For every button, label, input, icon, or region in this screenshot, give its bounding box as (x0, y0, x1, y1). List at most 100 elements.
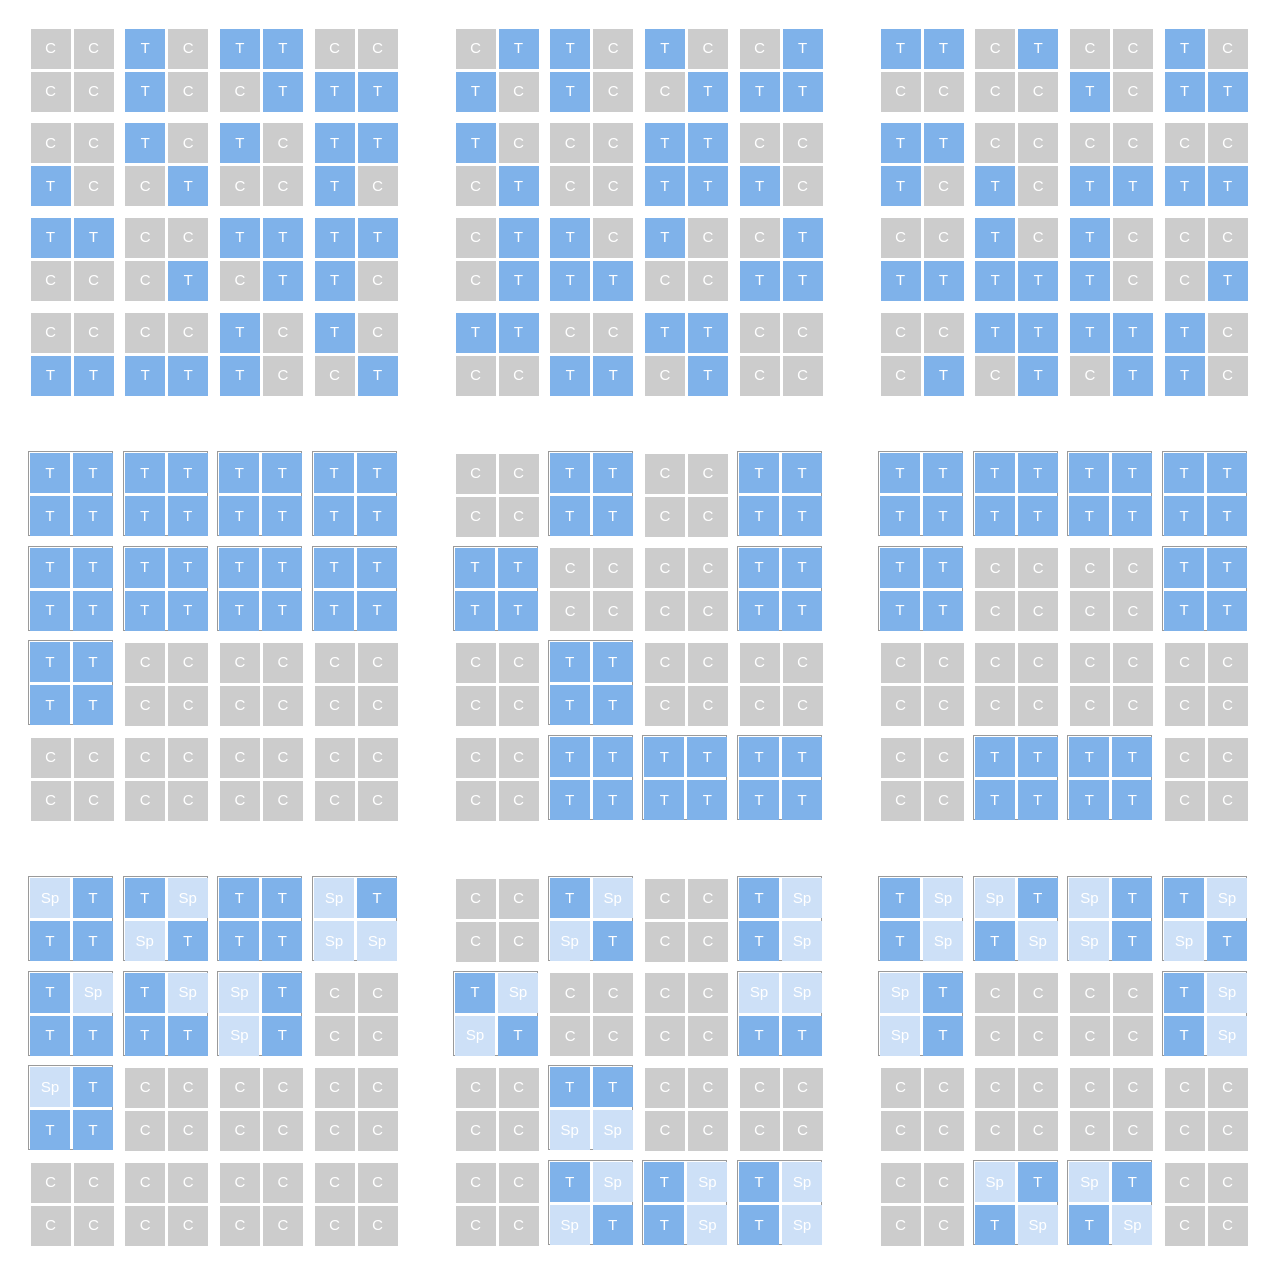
cell-sp: Sp (1069, 921, 1110, 961)
cell-t: T (1112, 453, 1153, 493)
cell-c: C (314, 642, 355, 683)
cell-t: T (498, 547, 538, 588)
cell-t: T (1164, 590, 1205, 631)
cell-t: T (923, 28, 964, 69)
cell-c: C (1207, 1110, 1248, 1151)
cell-t: T (687, 312, 728, 353)
cell-t: T (880, 123, 921, 164)
cell-t: T (550, 71, 591, 112)
cell-c: C (739, 642, 780, 683)
cell-c: C (1018, 166, 1059, 207)
cell-c: C (1112, 28, 1153, 69)
cell-sp: Sp (687, 1162, 728, 1203)
cell-c: C (455, 921, 496, 962)
cell-c: C (739, 217, 780, 258)
cell-c: C (550, 973, 591, 1014)
cell-c: C (262, 355, 303, 396)
cell-t: T (974, 737, 1015, 778)
cell-t: T (73, 1110, 113, 1151)
cell-sp: Sp (124, 921, 165, 961)
cell-c: C (262, 312, 303, 353)
cell-c: C (1112, 123, 1153, 164)
cell-t: T (219, 355, 260, 396)
cell-c: C (498, 878, 539, 919)
cell-t: T (550, 260, 591, 301)
cell-t: T (592, 496, 633, 536)
cell-t: T (782, 71, 823, 112)
cell-c: C (357, 1162, 398, 1203)
cell-t: T (880, 921, 920, 961)
outlined-block: Sp T T Sp (1067, 1160, 1153, 1246)
cell-c: C (923, 312, 964, 353)
cell-c: C (262, 642, 303, 683)
cell-c: C (644, 878, 685, 919)
cell-t: T (73, 1015, 113, 1056)
cell-c: C (880, 1205, 921, 1246)
cell-c: C (1164, 685, 1205, 726)
outlined-block: Sp Sp T T (737, 970, 823, 1056)
cell-c: C (168, 1110, 209, 1151)
cell-c: C (357, 973, 398, 1014)
cell-t: T (73, 1067, 113, 1108)
cell-t: T (782, 737, 823, 778)
cell-c: C (73, 28, 114, 69)
outlined-block: T Sp Sp T (547, 876, 633, 961)
cell-t: T (357, 355, 398, 396)
cell-sp: Sp (880, 1015, 920, 1056)
cell-t: T (219, 547, 260, 588)
cell-t: T (782, 217, 823, 258)
cell-c: C (498, 1067, 539, 1108)
cell-t: T (455, 547, 495, 588)
cell-sp: Sp (739, 972, 780, 1013)
cell-t: T (357, 123, 398, 164)
cell-c: C (550, 123, 591, 164)
cell-c: C (262, 685, 303, 726)
cell-c: C (975, 28, 1016, 69)
cell-c: C (1164, 737, 1205, 778)
cell-t: T (262, 28, 303, 69)
cell-c: C (125, 780, 166, 821)
outlined-block: Sp T T Sp (972, 1160, 1058, 1246)
cell-c: C (644, 1110, 685, 1151)
cell-c: C (880, 780, 921, 821)
outlined-block: T Sp T Sp (737, 1160, 823, 1246)
cell-t: T (782, 453, 823, 493)
cell-c: C (125, 312, 166, 353)
cell-t: T (168, 260, 209, 301)
cell-c: C (314, 1162, 355, 1203)
cell-t: T (498, 312, 539, 353)
outlined-block: T Sp Sp T (122, 876, 208, 961)
cell-t: T (549, 878, 590, 918)
cell-c: C (923, 642, 964, 683)
cell-c: C (73, 166, 114, 207)
cell-c: C (30, 737, 71, 778)
cell-c: C (1207, 1067, 1248, 1108)
cell-t: T (357, 496, 398, 536)
cell-t: T (498, 166, 539, 207)
cell-t: T (923, 590, 963, 631)
cell-c: C (1164, 780, 1205, 821)
outlined-block: T Sp Sp T (547, 1160, 633, 1246)
cell-c: C (357, 260, 398, 301)
cell-c: C (1207, 355, 1248, 396)
cell-c: C (880, 1067, 921, 1108)
cell-c: C (644, 1067, 685, 1108)
cell-c: C (219, 1162, 260, 1203)
cell-t: T (549, 1162, 590, 1203)
cell-c: C (687, 496, 728, 537)
cell-t: T (593, 260, 634, 301)
